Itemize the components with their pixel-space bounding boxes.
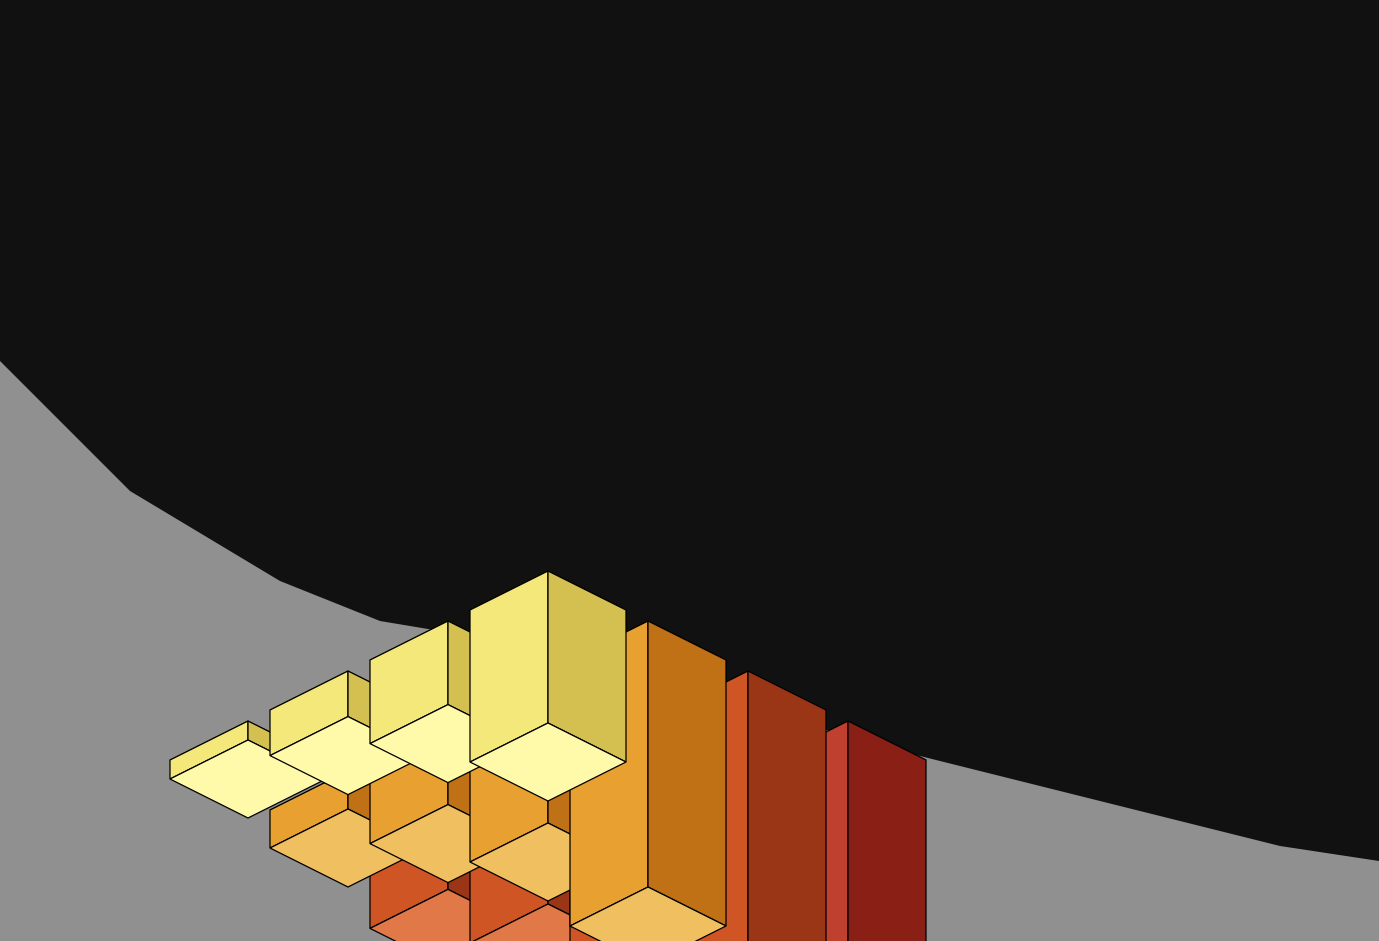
Polygon shape bbox=[370, 621, 525, 699]
Polygon shape bbox=[670, 771, 826, 849]
Polygon shape bbox=[648, 621, 725, 926]
Polygon shape bbox=[470, 723, 626, 801]
Polygon shape bbox=[470, 771, 547, 941]
Polygon shape bbox=[170, 740, 325, 818]
Polygon shape bbox=[170, 721, 248, 779]
Polygon shape bbox=[470, 571, 626, 649]
Polygon shape bbox=[648, 721, 725, 941]
Polygon shape bbox=[470, 571, 547, 762]
Polygon shape bbox=[769, 721, 927, 799]
Polygon shape bbox=[570, 621, 648, 926]
Polygon shape bbox=[769, 721, 848, 941]
Polygon shape bbox=[670, 671, 826, 749]
Polygon shape bbox=[547, 671, 626, 862]
Polygon shape bbox=[570, 887, 725, 941]
Polygon shape bbox=[448, 621, 525, 743]
Polygon shape bbox=[470, 904, 626, 941]
Polygon shape bbox=[370, 821, 525, 899]
Polygon shape bbox=[370, 705, 525, 783]
Polygon shape bbox=[270, 771, 348, 848]
Polygon shape bbox=[270, 717, 426, 794]
Polygon shape bbox=[248, 721, 325, 779]
Polygon shape bbox=[547, 871, 626, 941]
Polygon shape bbox=[670, 771, 747, 941]
Polygon shape bbox=[570, 621, 725, 699]
Polygon shape bbox=[370, 821, 448, 929]
Polygon shape bbox=[747, 771, 826, 941]
Polygon shape bbox=[848, 721, 927, 941]
Polygon shape bbox=[370, 721, 525, 799]
Polygon shape bbox=[747, 671, 826, 941]
Polygon shape bbox=[470, 871, 626, 941]
Polygon shape bbox=[370, 721, 448, 843]
Polygon shape bbox=[270, 671, 426, 749]
Polygon shape bbox=[270, 771, 426, 849]
Polygon shape bbox=[470, 871, 547, 941]
Polygon shape bbox=[648, 821, 725, 941]
Polygon shape bbox=[370, 889, 525, 941]
Polygon shape bbox=[470, 671, 626, 749]
Polygon shape bbox=[370, 621, 448, 743]
Polygon shape bbox=[270, 809, 426, 887]
Polygon shape bbox=[570, 821, 725, 899]
Polygon shape bbox=[570, 721, 725, 799]
Polygon shape bbox=[448, 821, 525, 929]
Polygon shape bbox=[370, 805, 525, 883]
Polygon shape bbox=[448, 721, 525, 843]
Polygon shape bbox=[547, 571, 626, 762]
Polygon shape bbox=[570, 721, 648, 941]
Polygon shape bbox=[270, 671, 348, 756]
Polygon shape bbox=[348, 671, 426, 756]
Polygon shape bbox=[670, 671, 747, 941]
Polygon shape bbox=[348, 771, 426, 848]
Polygon shape bbox=[470, 823, 626, 901]
Polygon shape bbox=[547, 771, 626, 941]
Polygon shape bbox=[170, 721, 325, 799]
Polygon shape bbox=[470, 771, 626, 849]
Polygon shape bbox=[470, 671, 547, 862]
Polygon shape bbox=[570, 821, 648, 941]
